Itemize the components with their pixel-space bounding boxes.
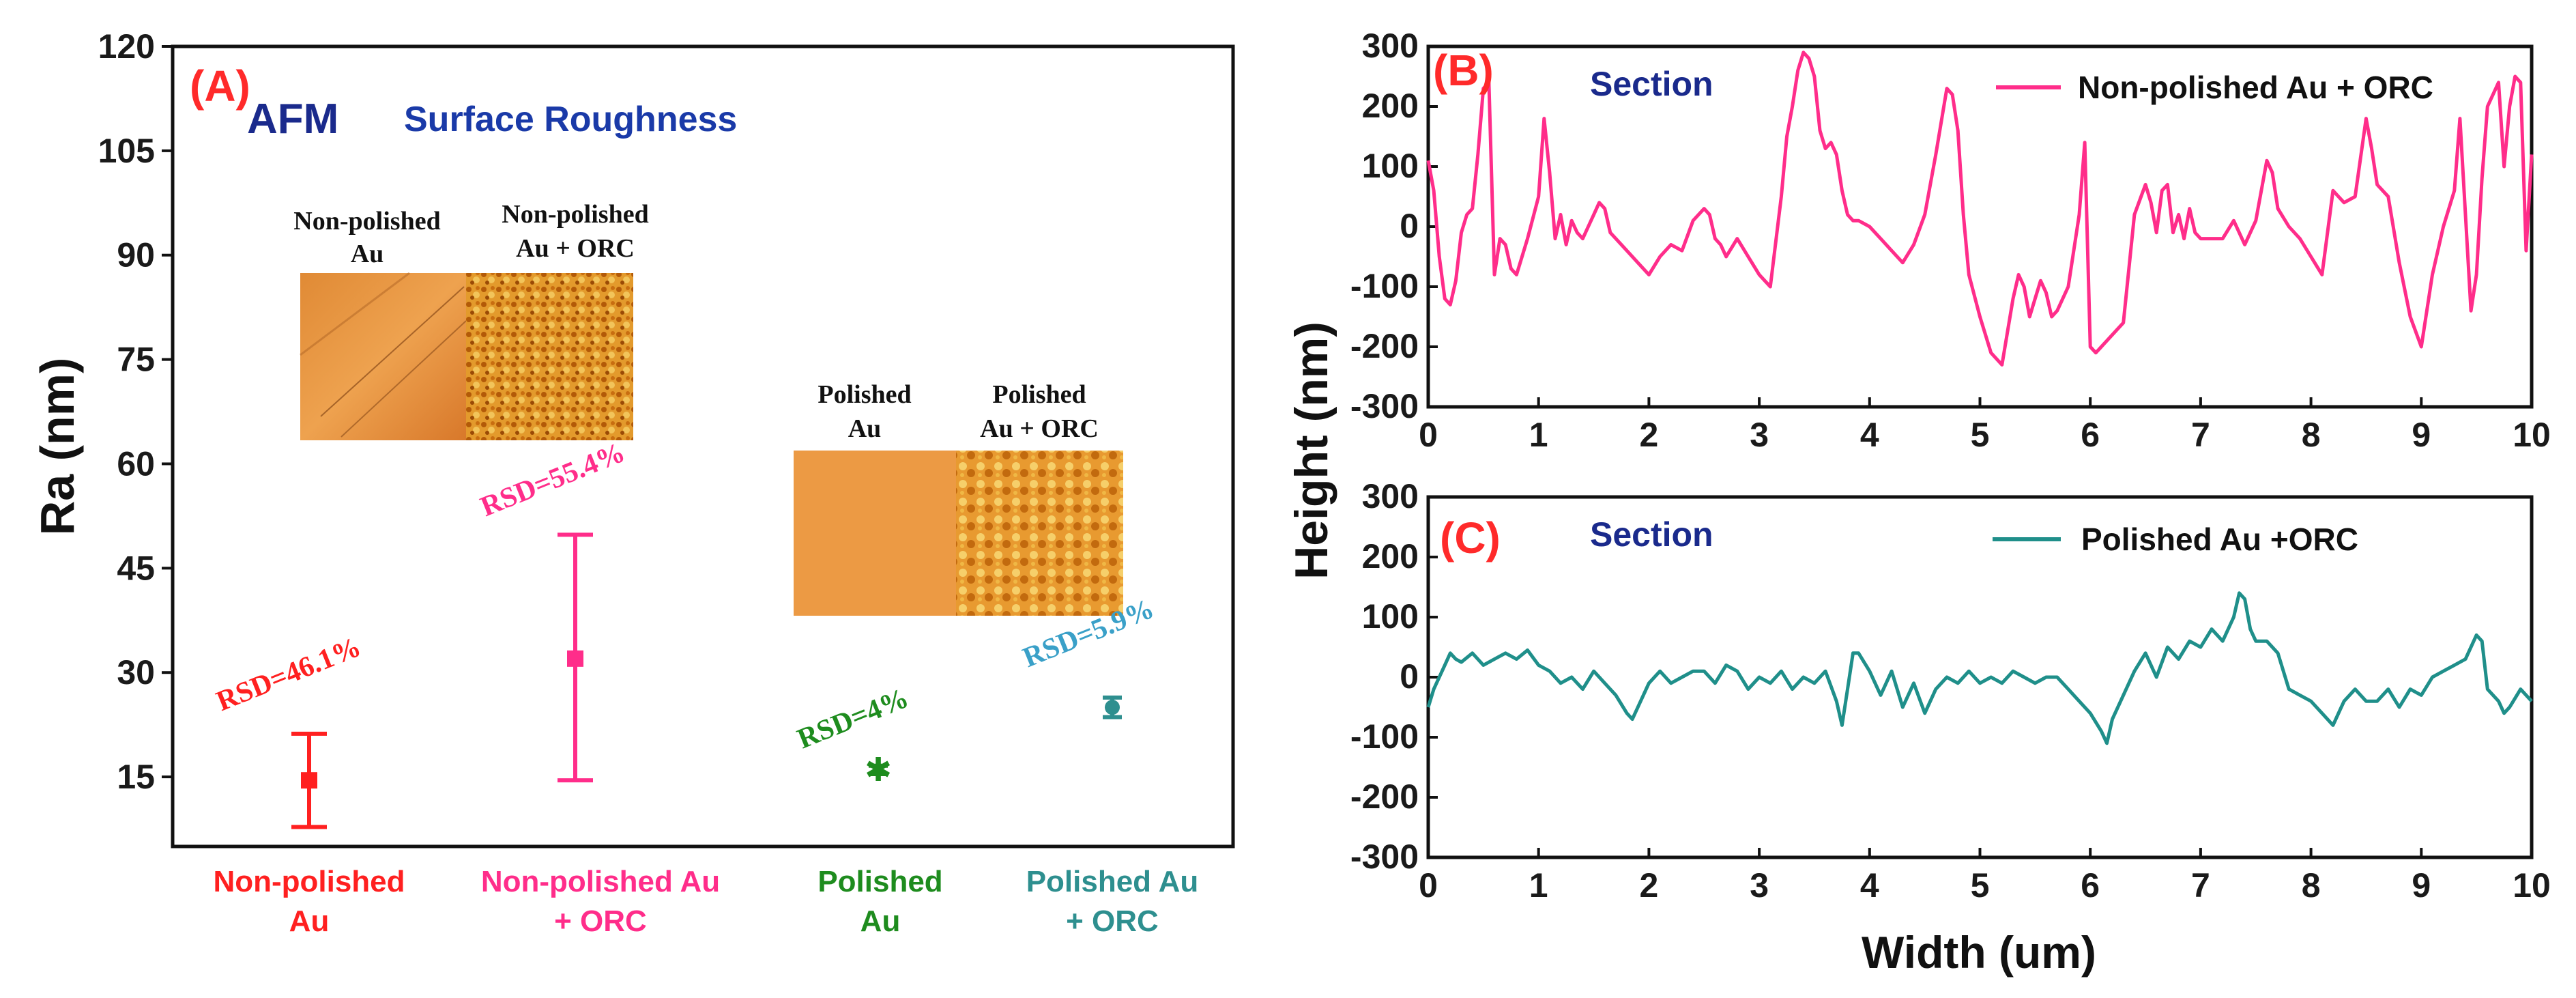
shared-ylabel: Height (nm) [1286,322,1337,580]
category-label: Polished Au [1026,865,1199,898]
afm-inset-polished: Polished Au Polished Au + ORC [794,380,1123,616]
x-tick-label: 2 [1639,866,1658,904]
x-tick-label: 4 [1860,866,1879,904]
x-tick-label: 3 [1750,866,1769,904]
panel-c-label: (C) [1440,513,1501,562]
x-tick-label: 10 [2513,416,2551,454]
x-tick-label: 0 [1419,866,1438,904]
y-tick-label: -100 [1350,717,1419,756]
x-tick-label: 6 [2081,416,2100,454]
category-label: Polished [817,865,942,898]
afm-inset-nonpolished: Non-polished Au Non-polished Au + ORC [293,200,649,440]
rsd-label: RSD=4% [793,683,913,756]
panel-c-axes: -300 -200 -100 0 100 200 300 0 1 2 3 4 5 6 7 8 9 10 [1350,477,2551,904]
y-tick-label: 300 [1362,477,1419,515]
category-label: Non-polished [213,865,405,898]
panel-a-ylabel: Ra (nm) [31,358,84,536]
afm-image-nonpolished-au [300,273,466,440]
y-tick-label: 60 [117,444,155,483]
panel-b-axes: -300 -200 -100 0 100 200 300 0 1 2 3 4 5 6 7 8 9 10 [1350,27,2551,454]
y-tick-label: 45 [117,549,155,587]
panel-a-y-ticks: 15 30 45 60 75 90 105 120 [98,27,173,796]
caption-polished-au-l2: Au [848,414,882,443]
caption-nonpolished-au-l1: Non-polished [293,207,440,236]
afm-scratch [341,320,467,438]
x-tick-label: 0 [1419,416,1438,454]
y-tick-label: 30 [117,653,155,692]
panel-a-frame [171,44,1235,849]
panel-c-legend: Polished Au +ORC [2081,522,2358,557]
y-tick-label: 120 [98,27,155,66]
panel-a: 15 30 45 60 75 90 105 120 Ra (nm) (A) AFM Surfa… [31,27,1235,938]
caption-nonpolished-orc-l1: Non-polished [502,200,648,229]
panel-c: -300 -200 -100 0 100 200 300 0 1 2 3 4 5 6 7 8 9 10 (C) S… [1350,477,2551,904]
y-tick-label: 90 [117,236,155,274]
y-tick-label: 100 [1362,597,1419,636]
x-tick-label: 7 [2191,416,2210,454]
y-tick-label: 200 [1362,87,1419,125]
rsd-label: RSD=46.1% [212,631,365,717]
afm-image-nonpolished-au-orc [466,273,633,440]
x-tick-label: 8 [2302,866,2321,904]
x-tick-label: 8 [2302,416,2321,454]
panel-c-height-trace [1426,591,2533,745]
x-tick-label: 1 [1529,416,1548,454]
x-tick-label: 4 [1860,416,1879,454]
afm-scratch [300,272,410,356]
mean-marker [1105,700,1120,715]
y-tick-label: 200 [1362,537,1419,575]
mean-marker [567,650,583,667]
y-tick-label: -300 [1350,838,1419,876]
panel-b-height-trace [1426,51,2534,367]
category-label: Non-polished Au [481,865,720,898]
mean-marker [301,772,317,789]
caption-polished-orc-l2: Au + ORC [980,414,1099,443]
panel-b-label: (B) [1433,46,1494,95]
caption-polished-orc-l1: Polished [992,380,1086,409]
y-tick-label: -100 [1350,267,1419,305]
y-tick-label: 75 [117,341,155,379]
x-tick-label: 6 [2081,866,2100,904]
y-tick-label: 105 [98,132,155,170]
caption-nonpolished-au-l2: Au [351,240,384,268]
y-tick-label: -200 [1350,778,1419,816]
x-tick-label: 5 [1971,416,1990,454]
afm-image-polished-au [794,451,956,616]
panel-a-label: (A) [190,61,250,111]
x-tick-label: 10 [2513,866,2551,904]
panel-a-categories: Non-polished Au Non-polished Au + ORC Polish… [213,865,1198,938]
panel-a-title-main: AFM [247,96,338,143]
x-tick-label: 9 [2412,866,2431,904]
rsd-label: RSD=55.4% [476,437,629,523]
afm-scratch [320,286,465,417]
y-tick-label: 0 [1400,207,1419,245]
caption-nonpolished-orc-l2: Au + ORC [516,234,635,263]
panel-c-section: Section [1590,515,1713,554]
y-tick-label: -200 [1350,327,1419,365]
y-tick-label: 100 [1362,147,1419,185]
panel-b-section: Section [1590,65,1713,103]
category-label: + ORC [1066,904,1159,938]
y-tick-label: 300 [1362,27,1419,65]
x-tick-label: 1 [1529,866,1548,904]
y-tick-label: 0 [1400,657,1419,696]
y-tick-label: 15 [117,758,155,796]
category-label: + ORC [554,904,647,938]
x-tick-label: 3 [1750,416,1769,454]
x-tick-label: 9 [2412,416,2431,454]
x-tick-label: 2 [1639,416,1658,454]
panel-b: -300 -200 -100 0 100 200 300 0 1 2 3 4 5 6 7 8 9 10 (B) S… [1350,27,2551,454]
category-label: Au [289,904,330,938]
x-tick-label: 7 [2191,866,2210,904]
afm-image-polished-au-orc [956,451,1123,616]
caption-polished-au-l1: Polished [817,380,911,409]
panel-b-legend: Non-polished Au + ORC [2078,70,2433,105]
category-label: Au [860,904,901,938]
y-tick-label: -300 [1350,387,1419,425]
panel-a-title-sub: Surface Roughness [404,100,737,139]
x-tick-label: 5 [1971,866,1990,904]
shared-xlabel: Width (um) [1862,927,2096,978]
mean-marker: ✱ [865,751,892,789]
